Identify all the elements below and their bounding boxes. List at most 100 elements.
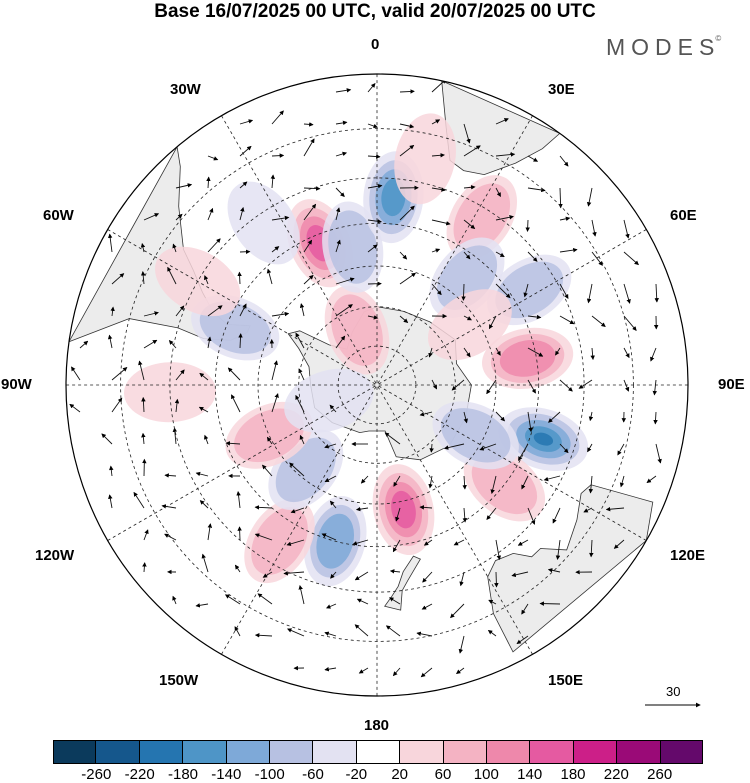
- wind-arrow: [303, 203, 317, 221]
- wind-arrow: [623, 219, 630, 239]
- wind-arrow: [559, 443, 569, 454]
- wind-arrow: [463, 411, 468, 424]
- wind-arrow: [239, 145, 252, 157]
- wind-arrow: [521, 475, 529, 490]
- meridian-label-90w: 90W: [1, 376, 32, 393]
- wind-arrow: [175, 213, 183, 221]
- wind-arrow: [527, 507, 536, 525]
- wind-arrow: [271, 215, 290, 221]
- wind-arrow: [623, 347, 630, 359]
- wind-arrow: [392, 667, 401, 677]
- wind-arrow: [271, 246, 280, 253]
- wind-arrow: [523, 283, 529, 298]
- wind-arrow: [239, 181, 248, 189]
- wind-arrow: [111, 397, 123, 413]
- wind-arrow: [463, 123, 471, 144]
- wind-arrow: [462, 475, 467, 490]
- wind-arrow: [443, 443, 465, 450]
- wind-arrow: [239, 119, 254, 125]
- wind-arrow: [174, 398, 180, 413]
- latitude-circle: [298, 306, 456, 464]
- wind-arrow: [356, 598, 369, 605]
- meridian-label-30e: 30E: [548, 81, 575, 98]
- wind-arrow: [516, 635, 529, 645]
- wind-arrow: [555, 347, 561, 356]
- meridian-label-120e: 120E: [670, 547, 706, 564]
- wind-arrow: [238, 333, 243, 349]
- colorbar-tick-label: -260: [81, 766, 112, 783]
- wind-arrow: [463, 145, 481, 157]
- wind-arrow: [588, 475, 594, 494]
- wind-arrow: [518, 443, 529, 462]
- anomaly-blob: [394, 113, 456, 205]
- colorbar-tick-label: -180: [167, 766, 199, 783]
- wind-arrow: [399, 123, 415, 129]
- wind-arrow: [335, 277, 355, 285]
- wind-arrow: [195, 471, 209, 477]
- colorbar-tick-label: -60: [302, 766, 324, 783]
- wind-arrow: [646, 475, 657, 484]
- wind-arrow: [234, 626, 241, 637]
- wind-arrow: [231, 394, 241, 413]
- wind-arrow: [111, 367, 128, 381]
- wind-arrow: [431, 283, 442, 296]
- wind-arrow: [367, 219, 382, 224]
- wind-arrow: [107, 334, 113, 349]
- wind-arrow: [559, 379, 573, 392]
- wind-arrow: [207, 336, 212, 349]
- wind-arrow: [623, 251, 639, 266]
- wind-arrow: [271, 393, 279, 413]
- wind-arrow: [140, 242, 146, 253]
- wind-arrow: [71, 366, 81, 381]
- colorbar-swatch: [660, 740, 704, 764]
- meridian-label-60e: 60E: [670, 207, 697, 224]
- wind-arrow: [329, 500, 337, 509]
- wind-arrow: [207, 155, 219, 161]
- colorbar-swatch: [356, 740, 401, 764]
- wind-arrow: [204, 275, 209, 285]
- wind-arrow: [511, 571, 529, 578]
- meridian-label-150w: 150W: [159, 672, 199, 689]
- wind-arrow: [431, 119, 441, 125]
- wind-arrow: [617, 443, 625, 456]
- wind-arrow: [303, 274, 314, 285]
- wind-arrow: [175, 369, 185, 381]
- wind-arrow: [107, 233, 113, 253]
- wind-arrow: [587, 443, 593, 453]
- meridian-label-30w: 30W: [170, 81, 201, 98]
- wind-arrow: [141, 432, 146, 445]
- anomaly-blob: [533, 432, 554, 446]
- wind-arrow: [399, 272, 417, 285]
- wind-arrow: [335, 187, 345, 198]
- wind-arrow: [559, 283, 569, 299]
- wind-arrow: [290, 507, 305, 514]
- wind-arrow: [389, 569, 401, 574]
- wind-arrow: [552, 507, 561, 524]
- wind-arrow: [198, 406, 209, 413]
- wind-arrow: [450, 603, 465, 619]
- colorbar-tick-label: -100: [254, 766, 285, 783]
- wind-arrow: [335, 120, 348, 126]
- colorbar-tick-label: 220: [603, 766, 629, 783]
- wind-arrow: [168, 340, 177, 349]
- wind-arrow: [487, 629, 497, 637]
- colorbar-frame: [53, 740, 703, 764]
- wind-arrow: [422, 571, 433, 583]
- wind-arrow: [431, 379, 437, 390]
- wind-arrow: [167, 266, 177, 285]
- wind-arrow: [254, 633, 273, 638]
- wind-arrow: [237, 526, 242, 541]
- wind-arrow: [586, 187, 593, 207]
- wind-vectors: [69, 78, 662, 678]
- wind-arrow: [495, 215, 514, 221]
- new-zealand: [384, 555, 421, 611]
- wind-arrow: [461, 283, 466, 301]
- wind-arrow: [175, 305, 185, 317]
- wind-arrow: [399, 89, 415, 94]
- wind-arrow: [266, 436, 273, 445]
- wind-arrow: [109, 465, 114, 477]
- wind-arrow: [367, 83, 376, 93]
- wind-arrow: [453, 539, 465, 546]
- wind-arrow: [172, 595, 177, 605]
- wind-arrow: [623, 283, 631, 304]
